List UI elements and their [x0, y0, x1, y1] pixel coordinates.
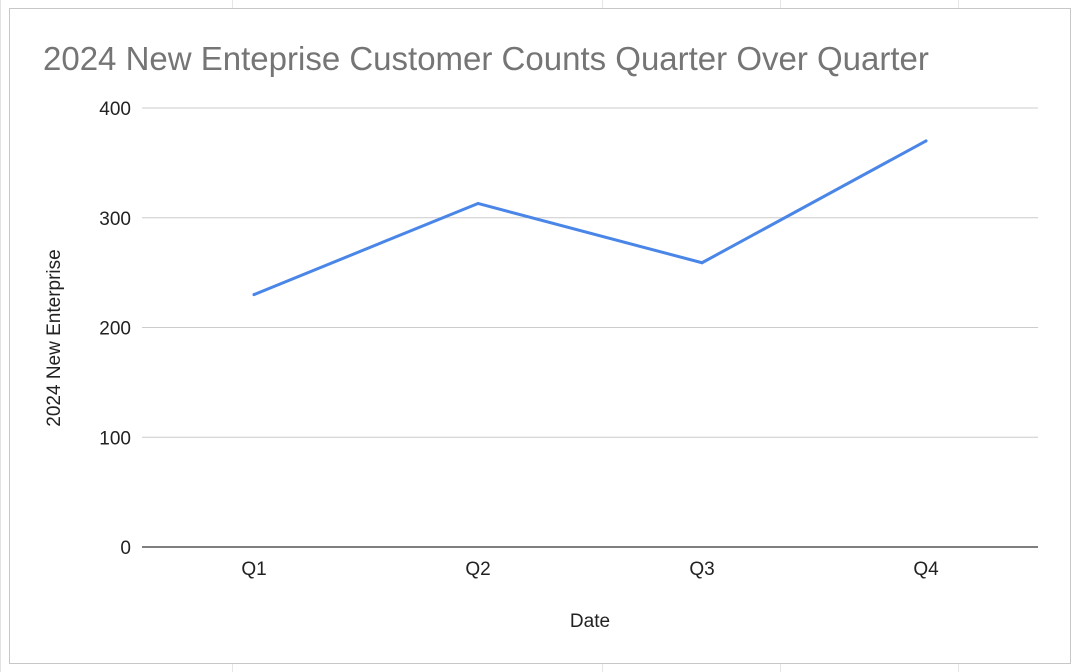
y-axis-ticks: 0 100 200 300 400 — [99, 99, 131, 559]
y-tick-label: 300 — [99, 209, 131, 230]
data-point[interactable] — [476, 201, 480, 205]
gridlines — [142, 107, 1038, 438]
y-tick-label: 0 — [120, 538, 131, 559]
data-points — [252, 139, 928, 297]
y-tick-label: 100 — [99, 428, 131, 449]
x-tick-label: Q1 — [241, 559, 266, 580]
x-axis-ticks: Q1 Q2 Q3 Q4 — [241, 559, 939, 580]
y-tick-label: 200 — [99, 319, 131, 340]
y-axis-label: 2024 New Enterprise — [44, 249, 65, 426]
x-tick-label: Q2 — [465, 559, 490, 580]
y-tick-label: 400 — [99, 99, 131, 120]
data-point[interactable] — [700, 261, 704, 265]
data-point[interactable] — [924, 139, 928, 143]
series-line — [252, 139, 928, 297]
x-tick-label: Q3 — [689, 559, 714, 580]
data-point[interactable] — [252, 293, 256, 297]
x-tick-label: Q4 — [913, 559, 939, 580]
chart-container[interactable] — [9, 8, 1071, 664]
chart-title: 2024 New Enteprise Customer Counts Quart… — [43, 40, 929, 77]
x-axis-label: Date — [570, 611, 610, 632]
